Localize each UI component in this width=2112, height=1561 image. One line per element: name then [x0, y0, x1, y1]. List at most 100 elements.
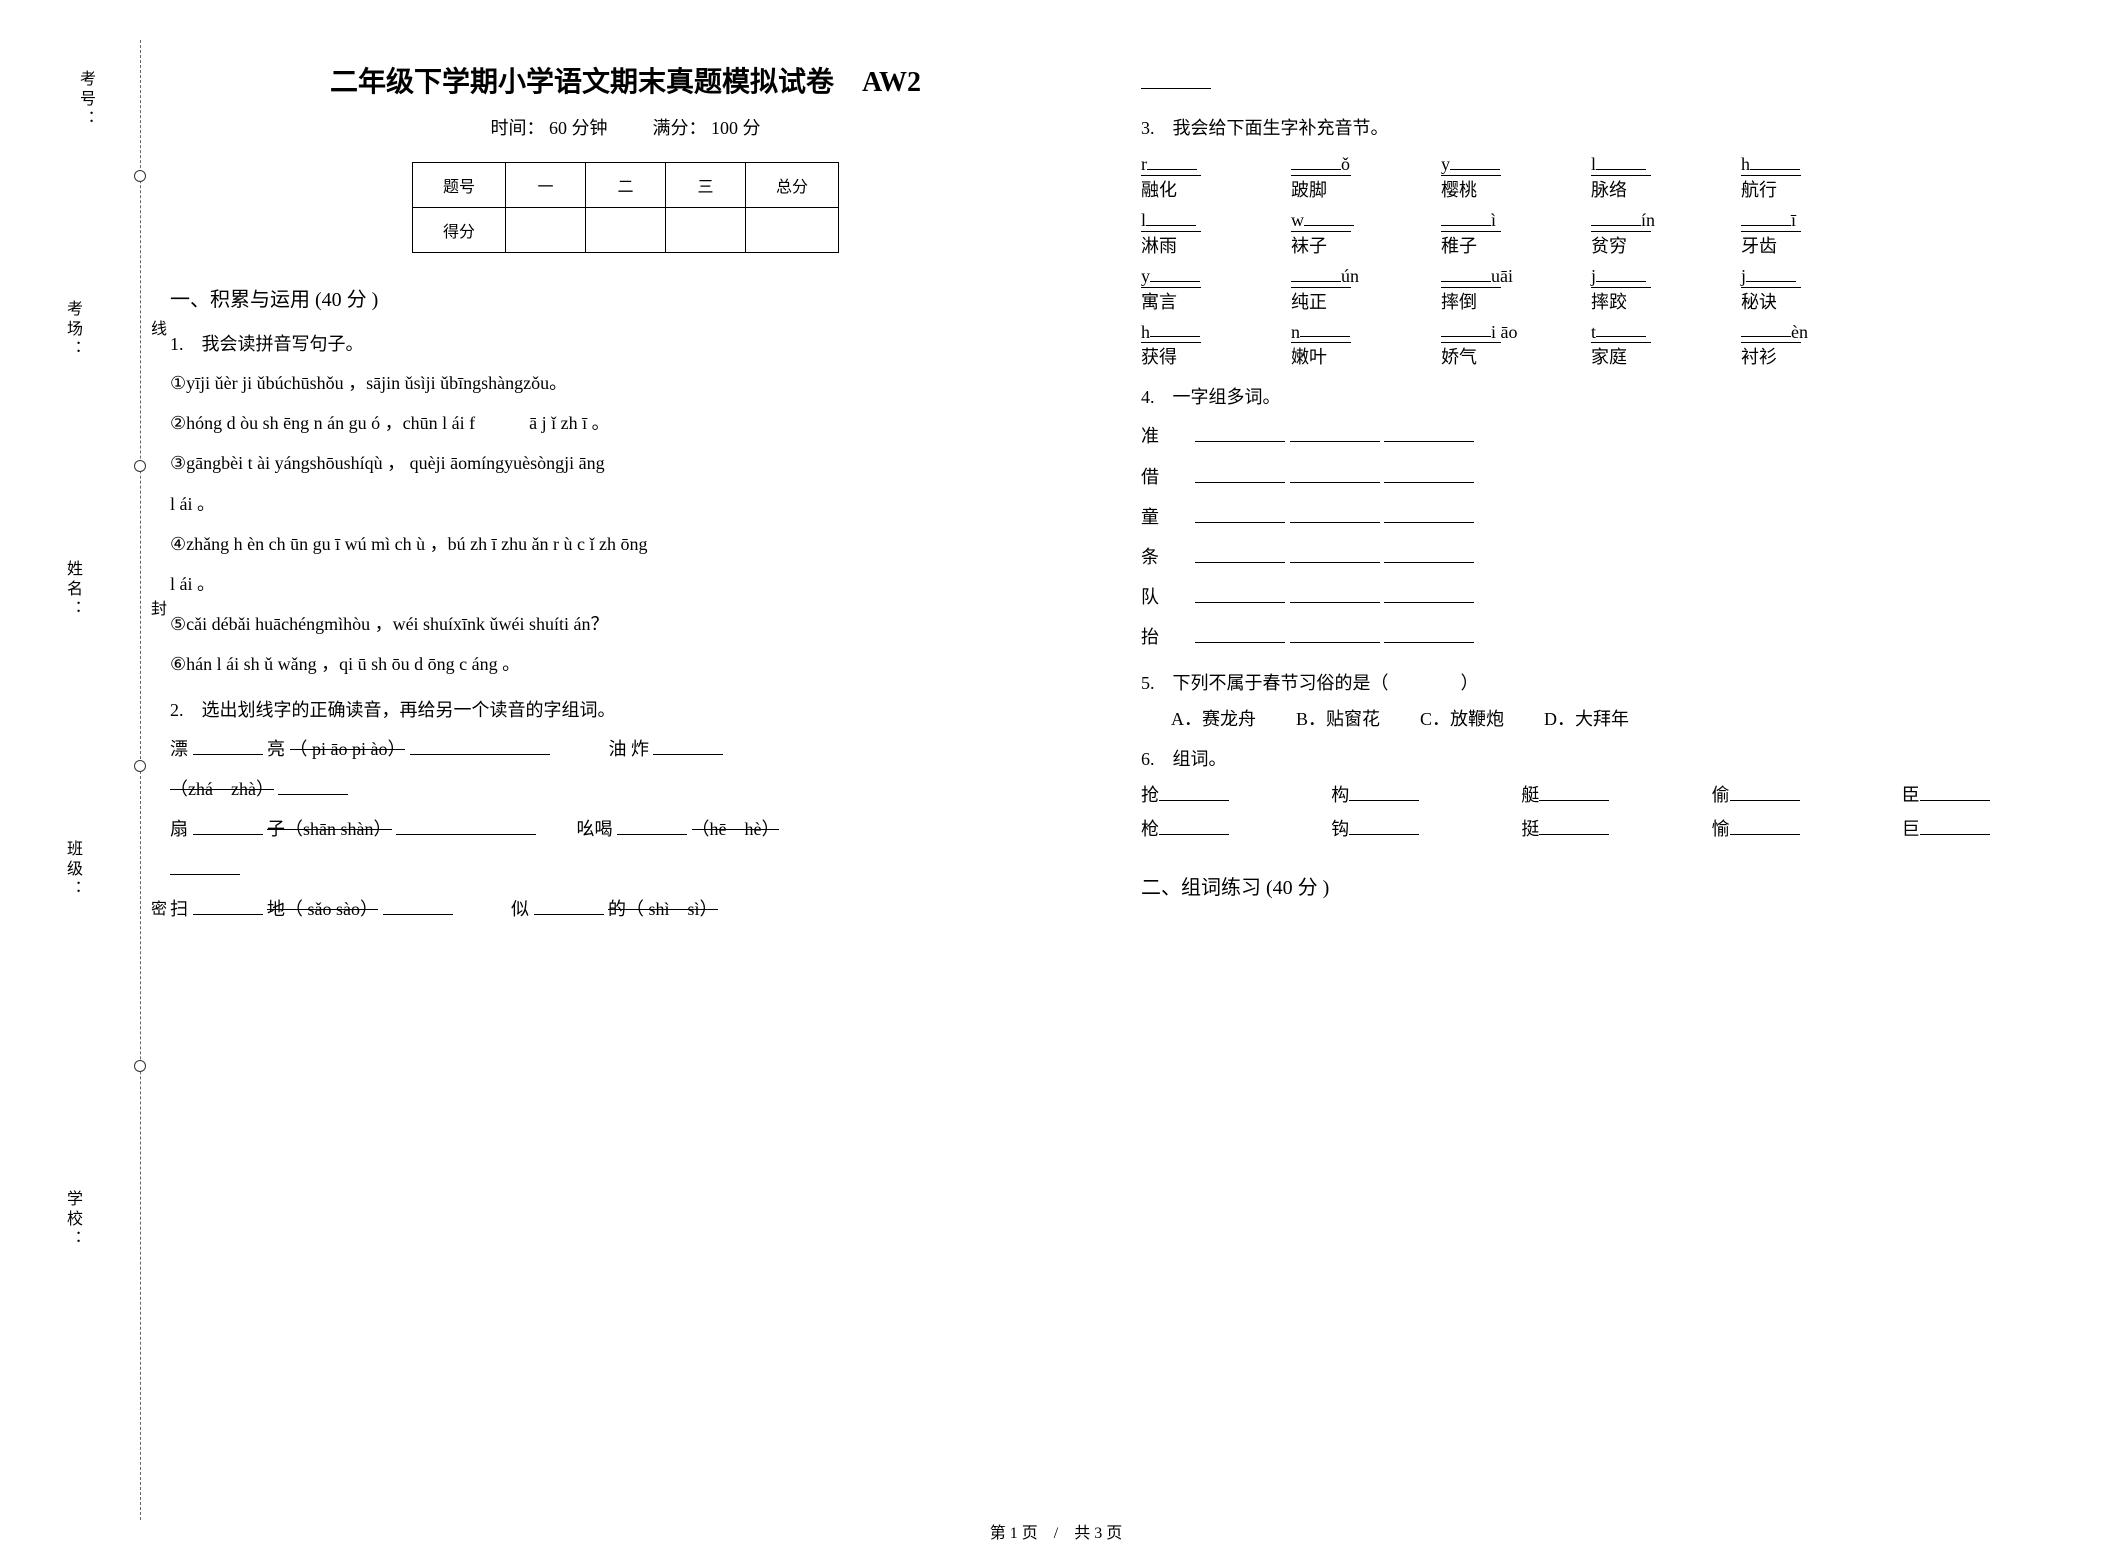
- blank-input[interactable]: [1441, 318, 1491, 338]
- q6-cell: 枪: [1141, 815, 1291, 841]
- q4-row: 童: [1141, 500, 2052, 534]
- blank-input[interactable]: [1291, 150, 1341, 170]
- blank-input[interactable]: [193, 815, 263, 835]
- blank-input[interactable]: [1304, 206, 1354, 226]
- blank-input[interactable]: [1384, 423, 1474, 443]
- blank-input[interactable]: [1920, 815, 1990, 835]
- score-cell[interactable]: [746, 208, 839, 253]
- q5-option[interactable]: D．大拜年: [1544, 705, 1629, 731]
- binding-label: 学校：: [64, 1190, 81, 1250]
- blank-input[interactable]: [278, 775, 348, 795]
- blank-input[interactable]: [193, 895, 263, 915]
- score-header: 二: [586, 163, 666, 208]
- q4-row: 准: [1141, 419, 2052, 453]
- blank-input[interactable]: [1195, 423, 1285, 443]
- q2-opts: （hē hè）: [692, 819, 780, 839]
- blank-input[interactable]: [1290, 423, 1380, 443]
- blank-input[interactable]: [1349, 781, 1419, 801]
- blank-input[interactable]: [1384, 463, 1474, 483]
- blank-input[interactable]: [1746, 262, 1796, 282]
- blank-input[interactable]: [1450, 150, 1500, 170]
- q3-cell: y樱桃: [1441, 150, 1561, 202]
- q3-cell: j摔跤: [1591, 262, 1711, 314]
- score-cell[interactable]: [666, 208, 746, 253]
- blank-input[interactable]: [170, 855, 240, 875]
- blank-input[interactable]: [1539, 781, 1609, 801]
- q5-option[interactable]: B．贴窗花: [1296, 705, 1380, 731]
- q4-char: 条: [1141, 547, 1159, 567]
- blank-input[interactable]: [1290, 543, 1380, 563]
- blank-input[interactable]: [1290, 503, 1380, 523]
- blank-input[interactable]: [1384, 503, 1474, 523]
- blank-input[interactable]: [383, 895, 453, 915]
- blank-input[interactable]: [1290, 624, 1380, 644]
- blank-input[interactable]: [1141, 69, 1211, 89]
- q3-grid: r融化ǒ跛脚y樱桃l脉络h航行l淋雨w袜子ì稚子ín贫穷ī牙齿y寓言ún纯正uā…: [1141, 150, 2052, 369]
- blank-input[interactable]: [1591, 206, 1641, 226]
- blank-input[interactable]: [1596, 150, 1646, 170]
- blank-input[interactable]: [1291, 262, 1341, 282]
- q6-char: 巨: [1902, 819, 1920, 839]
- q6-cell: 巨: [1902, 815, 2052, 841]
- blank-input[interactable]: [1384, 624, 1474, 644]
- blank-input[interactable]: [1150, 318, 1200, 338]
- blank-input[interactable]: [396, 815, 536, 835]
- q3-pinyin: l: [1141, 206, 1261, 231]
- blank-input[interactable]: [1730, 781, 1800, 801]
- blank-input[interactable]: [1741, 318, 1791, 338]
- score-cell[interactable]: [506, 208, 586, 253]
- blank-input[interactable]: [1596, 318, 1646, 338]
- section-heading: 二、组词练习 (40 分 ): [1141, 871, 2052, 900]
- blank-input[interactable]: [193, 735, 263, 755]
- q5-option[interactable]: A．赛龙舟: [1171, 705, 1256, 731]
- blank-input[interactable]: [1349, 815, 1419, 835]
- blank-input[interactable]: [1146, 206, 1196, 226]
- blank-input[interactable]: [410, 735, 550, 755]
- blank-input[interactable]: [1195, 503, 1285, 523]
- blank-input[interactable]: [1596, 262, 1646, 282]
- q3-word: 稚子: [1441, 231, 1501, 258]
- binding-field-room: 考场：: [60, 300, 84, 360]
- score-cell[interactable]: [586, 208, 666, 253]
- blank-input[interactable]: [1730, 815, 1800, 835]
- binding-label: 姓名：: [64, 560, 81, 620]
- blank-input[interactable]: [1290, 583, 1380, 603]
- q2-opts: 地（ sǎo sào）: [267, 899, 378, 919]
- blank-input[interactable]: [1384, 583, 1474, 603]
- q3-word: 袜子: [1291, 231, 1351, 258]
- q3-pinyin: r: [1141, 150, 1261, 175]
- blank-input[interactable]: [1300, 318, 1350, 338]
- blank-input[interactable]: [1441, 206, 1491, 226]
- q3-cell: ín贫穷: [1591, 206, 1711, 258]
- blank-input[interactable]: [1920, 781, 1990, 801]
- blank-input[interactable]: [1195, 624, 1285, 644]
- blank-input[interactable]: [1150, 262, 1200, 282]
- blank-input[interactable]: [1159, 781, 1229, 801]
- blank-input[interactable]: [1750, 150, 1800, 170]
- blank-input[interactable]: [653, 735, 723, 755]
- blank-input[interactable]: [1539, 815, 1609, 835]
- binding-dot: [134, 760, 146, 772]
- blank-input[interactable]: [534, 895, 604, 915]
- q5-option[interactable]: C．放鞭炮: [1420, 705, 1504, 731]
- binding-word-xian: 线: [144, 320, 168, 336]
- q6-cell: 臣: [1902, 781, 2052, 807]
- blank-input[interactable]: [1195, 583, 1285, 603]
- blank-input[interactable]: [1147, 150, 1197, 170]
- blank-input[interactable]: [1195, 543, 1285, 563]
- blank-input[interactable]: [1741, 206, 1791, 226]
- exam-title: 二年级下学期小学语文期末真题模拟试卷 AW2: [170, 60, 1081, 100]
- q3-word: 获得: [1141, 342, 1201, 369]
- blank-input[interactable]: [1195, 463, 1285, 483]
- q4-char: 队: [1141, 587, 1159, 607]
- score-header: 总分: [746, 163, 839, 208]
- q6-char: 愉: [1712, 819, 1730, 839]
- q3-cell: r融化: [1141, 150, 1261, 202]
- blank-input[interactable]: [1290, 463, 1380, 483]
- blank-input[interactable]: [1384, 543, 1474, 563]
- blank-input[interactable]: [617, 815, 687, 835]
- q1-line: ④zhǎng h èn ch ūn gu ī wú mì ch ù ，bú zh…: [170, 527, 1081, 561]
- blank-input[interactable]: [1159, 815, 1229, 835]
- blank-input[interactable]: [1441, 262, 1491, 282]
- score-header: 题号: [412, 163, 505, 208]
